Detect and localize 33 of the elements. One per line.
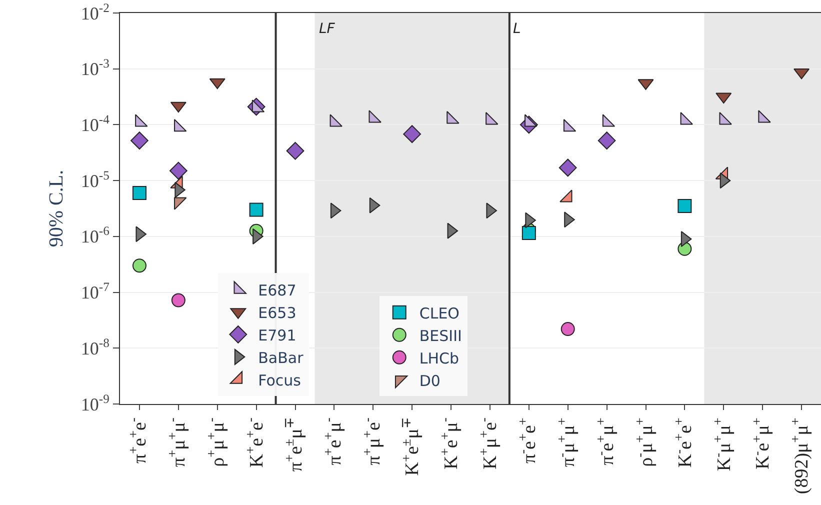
legend-label: BESIII: [419, 326, 462, 345]
point: [558, 158, 577, 177]
point: [130, 132, 148, 150]
y-tick-label: 10$^{-5}$: [80, 168, 110, 191]
annotation: L: [513, 21, 521, 37]
y-tick-label: 10$^{-3}$: [80, 56, 110, 80]
point: [560, 322, 575, 336]
point: [522, 226, 536, 240]
y-tick-label: 10$^{-2}$: [80, 0, 110, 24]
y-tick-label: 10$^{-4}$: [80, 112, 110, 136]
point: [169, 162, 188, 180]
legend-label: Focus: [258, 371, 302, 390]
legend-label: E687: [258, 281, 296, 300]
point: [132, 258, 146, 273]
legend-label: LHCb: [419, 349, 460, 368]
point: [286, 142, 304, 160]
point: [403, 125, 422, 144]
point: [132, 186, 146, 200]
y-tick-label: 10$^{-9}$: [80, 392, 110, 414]
annotation: LF: [319, 21, 336, 37]
point: [678, 199, 692, 214]
point: [249, 202, 264, 217]
y-tick-label: 10$^{-8}$: [80, 336, 110, 358]
legend-label: BaBar: [258, 348, 304, 367]
legend-label: E653: [258, 304, 296, 322]
y-axis-title: 90% C.L.: [45, 170, 68, 248]
y-tick-label: 10$^{-7}$: [80, 280, 110, 303]
point: [171, 293, 186, 308]
legend-label: CLEO: [419, 304, 460, 322]
legend-label: E791: [258, 326, 296, 344]
legend-label: D0: [419, 372, 440, 390]
point: [598, 132, 616, 150]
y-tick-label: 10$^{-6}$: [80, 224, 110, 247]
